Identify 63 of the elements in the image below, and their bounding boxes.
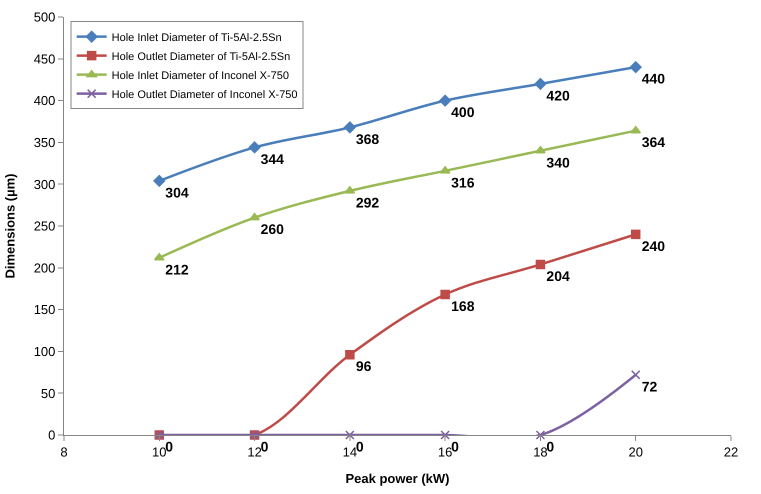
point (248, 141, 261, 154)
point (440, 430, 450, 440)
data-label: 420 (546, 87, 570, 104)
y-tick-label: 150 (34, 302, 56, 318)
data-label: 96 (356, 358, 372, 374)
data-label: 304 (165, 184, 189, 200)
point (153, 174, 166, 187)
y-tick-label: 450 (34, 51, 56, 66)
y-axis-title: Dimensions (µm) (2, 173, 18, 279)
x-tick-label: 8 (60, 444, 68, 460)
point (345, 430, 355, 440)
point (345, 350, 355, 360)
data-label: 204 (546, 268, 570, 284)
y-tick-label: 100 (34, 344, 56, 359)
legend-label: Hole Outlet Diameter of Ti-5Al-2.5Sn (112, 50, 290, 63)
legend-label: Hole Inlet Diameter of Ti-5Al-2.5Sn (112, 32, 282, 44)
data-label: 168 (451, 298, 475, 314)
legend-label: Hole Inlet Diameter of Inconel X-750 (112, 70, 289, 82)
data-label: 292 (356, 194, 380, 210)
x-axis-title: Peak power (kW) (345, 471, 450, 486)
y-tick-label: 50 (40, 386, 56, 401)
data-label: 0 (451, 438, 460, 454)
y-tick-label: 350 (34, 134, 56, 150)
data-label: 72 (642, 378, 658, 394)
point (344, 121, 356, 134)
data-label: 0 (546, 438, 554, 454)
x-tick-label: 12 (247, 444, 262, 460)
point (630, 370, 640, 380)
y-tick-label: 500 (34, 10, 56, 25)
x-tick-label: 20 (628, 444, 643, 460)
data-label: 364 (642, 134, 666, 150)
data-label: 400 (451, 104, 475, 120)
data-label: 0 (165, 438, 174, 454)
data-label: 316 (451, 174, 475, 190)
x-tick-label: 14 (342, 444, 358, 460)
y-tick-label: 0 (48, 428, 56, 443)
point (535, 146, 546, 154)
data-label: 368 (356, 130, 380, 147)
data-label: 260 (260, 221, 284, 238)
point (534, 78, 546, 90)
x-tick-label: 22 (724, 444, 738, 460)
point (630, 61, 642, 74)
point (536, 430, 546, 440)
data-label: 240 (642, 238, 666, 254)
data-label: 340 (546, 154, 570, 170)
data-label: 0 (260, 438, 269, 454)
data-label: 212 (165, 261, 189, 278)
x-tick-label: 18 (533, 444, 548, 460)
point (440, 290, 450, 300)
data-label: 344 (260, 150, 284, 167)
x-tick-label: 10 (152, 444, 167, 460)
point (630, 230, 640, 240)
y-tick-label: 400 (34, 93, 56, 108)
y-tick-label: 300 (34, 176, 56, 192)
point (249, 212, 260, 220)
y-tick-label: 200 (34, 260, 56, 276)
data-label: 440 (642, 70, 666, 87)
legend-label: Hole Outlet Diameter of Inconel X-750 (112, 88, 298, 101)
x-tick-label: 16 (438, 444, 452, 460)
point (536, 260, 546, 270)
data-label: 0 (356, 438, 364, 454)
point (439, 94, 452, 107)
y-tick-label: 250 (34, 218, 56, 234)
